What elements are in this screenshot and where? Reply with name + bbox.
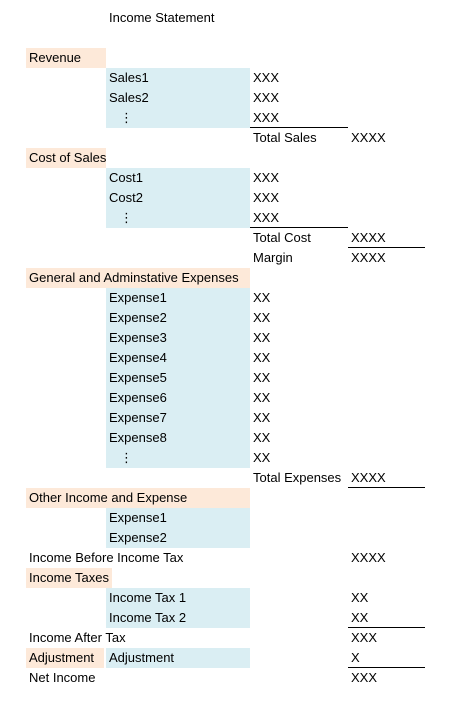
item-label: Income Tax 1 — [109, 590, 187, 605]
section-highlight — [26, 148, 106, 168]
underline — [250, 127, 348, 128]
row-label: Income After Tax — [29, 630, 126, 645]
row-label: Cost of Sales — [29, 150, 107, 165]
item-label: Expense7 — [109, 410, 167, 425]
detail-cell: XX — [253, 310, 271, 325]
row-label: Adjustment — [29, 650, 95, 665]
item-label: Cost1 — [109, 170, 143, 185]
item-highlight — [106, 368, 250, 388]
underline — [348, 627, 425, 628]
item-highlight — [106, 528, 250, 548]
row-label: Revenue — [29, 50, 82, 65]
detail-cell: XX — [253, 350, 271, 365]
item-label: ⋮ — [120, 110, 133, 125]
item-label: Expense1 — [109, 290, 167, 305]
section-highlight — [26, 648, 104, 668]
item-label: ⋮ — [120, 210, 133, 225]
item-highlight — [106, 448, 250, 468]
item-highlight — [106, 188, 250, 208]
item-label: Cost2 — [109, 190, 143, 205]
item-highlight — [106, 428, 250, 448]
item-highlight — [106, 88, 250, 108]
item-highlight — [106, 588, 250, 608]
row-label: Income Before Income Tax — [29, 550, 184, 565]
amount-cell: XXXX — [351, 550, 386, 565]
detail-cell: Total Expenses — [253, 470, 342, 485]
item-label: ⋮ — [120, 450, 133, 465]
amount-cell: XXXX — [351, 470, 386, 485]
item-label: Expense6 — [109, 390, 167, 405]
underline — [348, 247, 425, 248]
item-highlight — [106, 408, 250, 428]
row-label: General and Adminstative Expenses — [29, 270, 239, 285]
row-label: Other Income and Expense — [29, 490, 188, 505]
item-highlight — [106, 168, 250, 188]
detail-cell: XX — [253, 430, 271, 445]
item-highlight — [106, 648, 250, 668]
detail-cell: XXX — [253, 210, 280, 225]
item-label: Expense5 — [109, 370, 167, 385]
item-highlight — [106, 68, 250, 88]
row-label: Net Income — [29, 670, 96, 685]
sheet-title: Income Statement — [109, 10, 215, 25]
item-highlight — [106, 348, 250, 368]
item-label: Expense2 — [109, 530, 167, 545]
item-highlight — [106, 308, 250, 328]
item-label: Sales1 — [109, 70, 149, 85]
section-highlight — [26, 568, 112, 588]
detail-cell: XX — [253, 370, 271, 385]
item-highlight — [106, 328, 250, 348]
detail-cell: XX — [253, 390, 271, 405]
underline — [250, 227, 348, 228]
item-label: Sales2 — [109, 90, 149, 105]
item-highlight — [106, 388, 250, 408]
amount-cell: X — [351, 650, 360, 665]
item-highlight — [106, 608, 250, 628]
amount-cell: XX — [351, 590, 369, 605]
detail-cell: XXX — [253, 70, 280, 85]
amount-cell: XXX — [351, 670, 378, 685]
item-label: Expense1 — [109, 510, 167, 525]
item-label: Expense4 — [109, 350, 167, 365]
detail-cell: XX — [253, 450, 271, 465]
detail-cell: XXX — [253, 170, 280, 185]
amount-cell: XX — [351, 610, 369, 625]
underline — [348, 487, 425, 488]
item-label: Expense2 — [109, 310, 167, 325]
amount-cell: XXXX — [351, 130, 386, 145]
underline — [348, 667, 425, 668]
detail-cell: XXX — [253, 190, 280, 205]
detail-cell: XX — [253, 290, 271, 305]
item-label: Expense3 — [109, 330, 167, 345]
detail-cell: XX — [253, 330, 271, 345]
detail-cell: Margin — [253, 250, 293, 265]
detail-cell: Total Sales — [253, 130, 317, 145]
item-highlight — [106, 288, 250, 308]
row-label: Income Taxes — [29, 570, 109, 585]
section-highlight — [26, 488, 250, 508]
detail-cell: XXX — [253, 90, 280, 105]
item-label: Adjustment — [109, 650, 175, 665]
detail-cell: Total Cost — [253, 230, 311, 245]
amount-cell: XXX — [351, 630, 378, 645]
section-highlight — [26, 48, 106, 68]
item-label: Income Tax 2 — [109, 610, 187, 625]
item-highlight — [106, 108, 250, 128]
detail-cell: XXX — [253, 110, 280, 125]
amount-cell: XXXX — [351, 230, 386, 245]
item-highlight — [106, 508, 250, 528]
section-highlight — [26, 268, 250, 288]
detail-cell: XX — [253, 410, 271, 425]
item-highlight — [106, 208, 250, 228]
item-label: Expense8 — [109, 430, 167, 445]
amount-cell: XXXX — [351, 250, 386, 265]
